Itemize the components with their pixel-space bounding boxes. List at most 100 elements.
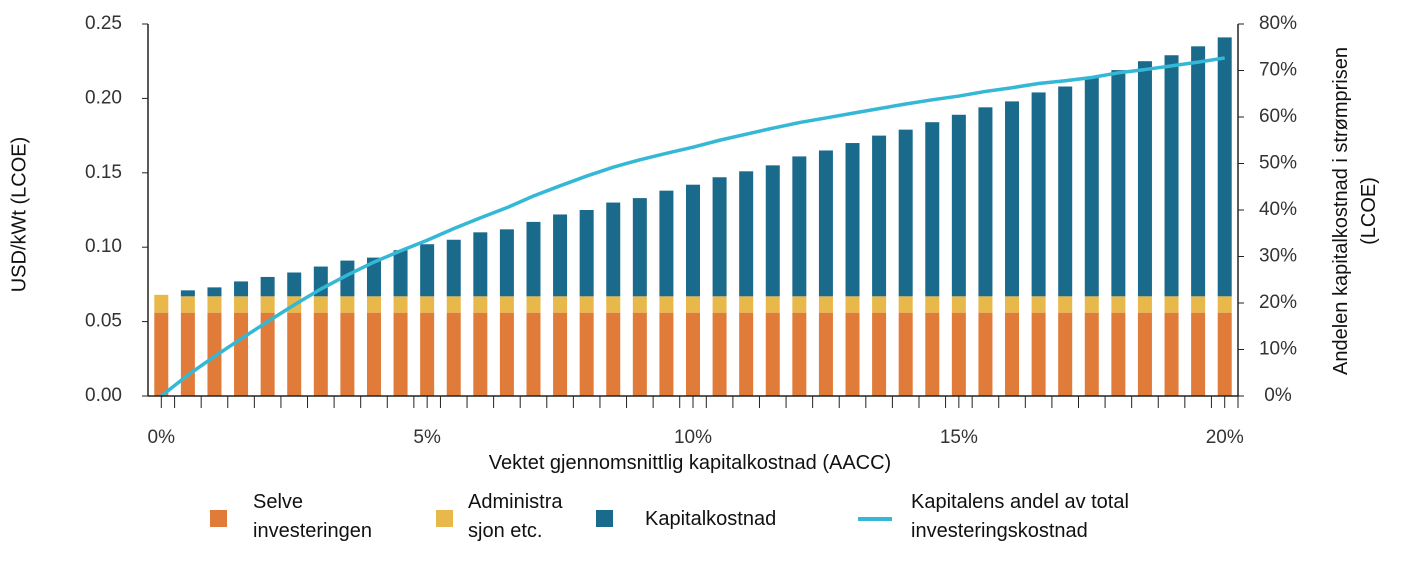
legend-label: Kapitalens andel av total investeringsko… xyxy=(911,491,1129,542)
bar xyxy=(606,312,621,396)
bar xyxy=(340,312,355,396)
bar xyxy=(499,229,514,297)
bar xyxy=(1191,312,1206,396)
bar xyxy=(553,312,568,396)
bar xyxy=(366,257,381,297)
bar xyxy=(1031,92,1046,297)
bar xyxy=(632,296,647,313)
bar xyxy=(659,296,674,313)
bar xyxy=(792,156,807,297)
bar xyxy=(366,296,381,313)
bar xyxy=(925,296,940,313)
bar xyxy=(180,312,195,396)
y-tick-label: 0.00 xyxy=(85,385,122,406)
bar xyxy=(526,312,541,396)
bar xyxy=(872,312,887,396)
y-tick-label: 0.10 xyxy=(85,236,122,257)
bar xyxy=(526,221,541,297)
bar xyxy=(951,114,966,297)
bar xyxy=(1164,296,1179,313)
bar xyxy=(553,296,568,313)
y-tick-label: 0.05 xyxy=(85,311,122,332)
bar xyxy=(1137,296,1152,313)
bar xyxy=(1191,296,1206,313)
bar xyxy=(473,232,488,297)
bar xyxy=(579,296,594,313)
bar xyxy=(712,312,727,396)
bar xyxy=(1137,312,1152,396)
bar xyxy=(792,312,807,396)
bar xyxy=(207,287,222,297)
bar xyxy=(1191,46,1206,297)
bar xyxy=(1058,86,1073,297)
bar xyxy=(898,296,913,313)
bar xyxy=(393,296,408,313)
bar xyxy=(154,294,169,313)
bar xyxy=(845,296,860,313)
bar xyxy=(1217,296,1232,313)
bar xyxy=(845,143,860,297)
bar xyxy=(978,296,993,313)
y-tick-label: 0.25 xyxy=(85,13,122,34)
bar xyxy=(818,312,833,396)
bar xyxy=(739,296,754,313)
bar xyxy=(686,184,700,297)
bar xyxy=(739,171,754,297)
x-tick-label: 5% xyxy=(413,427,441,448)
bar xyxy=(234,312,249,396)
x-tick-label: 20% xyxy=(1206,427,1244,448)
bar xyxy=(526,296,541,313)
bar xyxy=(872,135,887,297)
bar xyxy=(499,312,514,396)
bar xyxy=(818,150,833,297)
bar xyxy=(260,276,275,297)
y2-tick-label: 80% xyxy=(1259,13,1297,34)
legend-swatch xyxy=(210,510,227,527)
legend-swatch xyxy=(596,510,613,527)
bar xyxy=(1005,312,1020,396)
bar xyxy=(1031,296,1046,313)
bar xyxy=(393,250,408,297)
legend-label: Administra sjon etc. xyxy=(468,491,563,542)
y2-tick-label: 20% xyxy=(1259,292,1297,313)
bar xyxy=(579,312,594,396)
y-tick-label: 0.20 xyxy=(85,87,122,108)
bar xyxy=(1111,296,1126,313)
bar xyxy=(420,312,435,396)
bar xyxy=(1005,296,1020,313)
bar xyxy=(925,122,940,297)
y2-tick-label: 0% xyxy=(1264,385,1292,406)
bar xyxy=(1084,296,1099,313)
bar xyxy=(1031,312,1046,396)
bar xyxy=(632,312,647,396)
bar xyxy=(234,281,249,297)
line xyxy=(160,56,1225,398)
bar xyxy=(340,296,355,313)
bar xyxy=(765,312,780,396)
bar xyxy=(898,312,913,396)
bar xyxy=(260,312,275,396)
bar xyxy=(1137,61,1152,297)
bar xyxy=(818,296,833,313)
y2-axis-title: Andelen kapitalkostnad i strømprisen (LC… xyxy=(1330,47,1380,375)
bar xyxy=(180,290,195,297)
bar xyxy=(1217,312,1232,396)
bar xyxy=(1005,101,1020,297)
y2-tick-label: 50% xyxy=(1259,153,1297,174)
legend-swatch xyxy=(436,510,453,527)
bar xyxy=(632,198,647,297)
bar xyxy=(499,296,514,313)
bar xyxy=(207,296,222,313)
x-tick-label: 15% xyxy=(940,427,978,448)
bar xyxy=(1058,296,1073,313)
bar xyxy=(872,296,887,313)
bar xyxy=(765,165,780,297)
bar xyxy=(234,296,249,313)
bar xyxy=(446,296,461,313)
bar xyxy=(287,272,302,297)
bar xyxy=(845,312,860,396)
bar xyxy=(1111,70,1126,297)
bar xyxy=(473,296,488,313)
bar xyxy=(446,312,461,396)
